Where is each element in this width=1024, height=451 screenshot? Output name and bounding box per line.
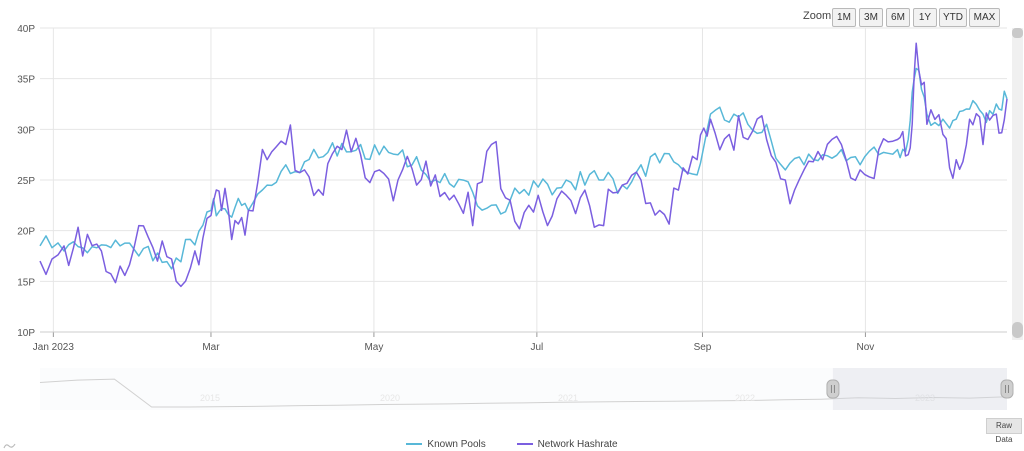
scrollbar-top-cap [1012,28,1023,38]
y-tick-label: 20P [17,227,35,238]
legend-item-known-pools[interactable]: Known Pools [406,438,486,450]
y-tick-label: 30P [17,125,35,136]
raw-data-button[interactable]: Raw Data [986,418,1022,444]
x-tick-label: May [364,342,383,353]
navigator-left-handle [826,379,840,399]
zoom-6m-button[interactable]: 6M [886,8,910,27]
x-tick-label: Sep [694,342,712,353]
x-tick-label: Jul [530,342,543,353]
x-tick-label: Nov [857,342,875,353]
zoom-1m-button[interactable]: 1M [832,8,856,27]
legend-label-network-hashrate: Network Hashrate [537,438,618,450]
navigator-right-handle [1000,379,1014,399]
zoom-max-button[interactable]: MAX [969,8,1000,27]
legend-item-network-hashrate[interactable]: Network Hashrate [516,438,618,450]
chain-link-icon [3,443,16,449]
legend-label-known-pools: Known Pools [427,438,486,450]
series-lines [39,42,1008,288]
known-pools-line [39,67,1008,270]
x-tick-label: Mar [202,342,220,353]
legend: Known Pools Network Hashrate [0,437,1024,450]
known-pools-swatch [406,443,423,445]
network-hashrate-line [39,42,1008,288]
zoom-3m-button[interactable]: 3M [859,8,883,27]
y-axis: 10P 15P 20P 25P 30P 35P 40P [17,24,35,339]
y-tick-label: 10P [17,328,35,339]
x-tick-label: Jan 2023 [33,342,75,353]
zoom-1y-button[interactable]: 1Y [913,8,937,27]
y-tick-label: 40P [17,24,35,35]
scrollbar-track [1012,28,1023,340]
scrollbar-thumb [1012,322,1023,338]
zoom-label: Zoom [803,10,832,22]
y-tick-label: 25P [17,176,35,187]
vertical-scrollbar[interactable] [1012,28,1023,340]
navigator-mask [40,368,833,410]
grid-lines [40,27,1007,333]
x-axis: Jan 2023 Mar May Jul Sep Nov [33,331,1007,353]
y-tick-label: 35P [17,75,35,86]
navigator-selection [832,368,1007,410]
network-hashrate-swatch [516,443,533,445]
navigator[interactable]: 20152020202120222023 [39,368,1014,410]
y-tick-label: 15P [17,277,35,288]
zoom-ytd-button[interactable]: YTD [939,8,967,27]
